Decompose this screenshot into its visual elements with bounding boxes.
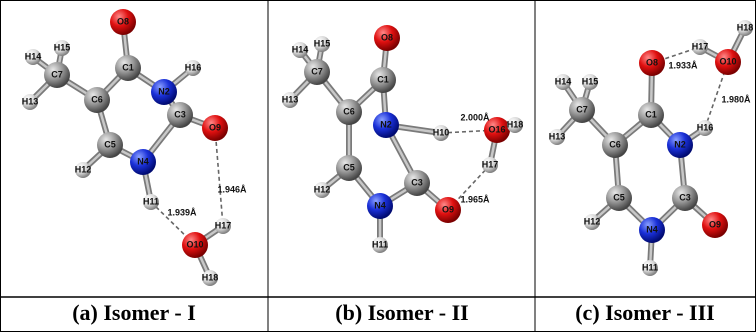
atom-label: H12 — [314, 184, 331, 194]
atom-label: C6 — [343, 106, 355, 116]
atom-label: N4 — [374, 200, 386, 210]
distance-label: 1.933Å — [668, 60, 698, 70]
caption: (b) Isomer - II — [335, 300, 468, 325]
atom-label: H11 — [372, 239, 388, 249]
atom-label: H13 — [22, 96, 39, 106]
atom-label: C1 — [645, 109, 657, 119]
atom-label: H13 — [549, 131, 566, 141]
atom-label: H14 — [555, 76, 572, 86]
distance-label: 1.965Å — [460, 194, 490, 204]
atom-label: H13 — [282, 94, 299, 104]
atom-label: O16 — [488, 124, 505, 134]
atom-label: H15 — [314, 38, 331, 48]
atom-label: C1 — [122, 62, 134, 72]
atom-label: C5 — [343, 162, 355, 172]
atom-label: O9 — [442, 204, 454, 214]
caption: (c) Isomer - III — [575, 300, 715, 325]
atom-label: C7 — [311, 66, 323, 76]
atom-label: H16 — [697, 122, 714, 132]
atom-label: H17 — [482, 159, 499, 169]
atom-label: H15 — [54, 42, 71, 52]
atom-label: H18 — [202, 272, 219, 282]
distance-label: 1.946Å — [217, 184, 247, 194]
atom-label: C7 — [51, 69, 63, 79]
atom-label: O9 — [709, 219, 721, 229]
atom-label: H16 — [185, 62, 202, 72]
atom-label: N2 — [380, 119, 392, 129]
atom-label: O8 — [117, 16, 129, 26]
atom-label: C7 — [576, 104, 588, 114]
atom-label: N4 — [137, 156, 149, 166]
atom-label: N4 — [646, 224, 658, 234]
atom-label: C3 — [679, 192, 691, 202]
distance-label: 2.000Å — [460, 112, 490, 122]
atom-label: O8 — [646, 57, 658, 67]
atom-label: N2 — [158, 86, 170, 96]
atom-label: H12 — [75, 164, 92, 174]
atom-label: H15 — [582, 76, 599, 86]
atom-label: C3 — [174, 109, 186, 119]
atom-label: O10 — [719, 56, 736, 66]
atom-label: H17 — [215, 220, 232, 230]
atom-label: O9 — [209, 122, 221, 132]
atom-label: C6 — [609, 139, 621, 149]
atom-label: H11 — [642, 262, 658, 272]
atom-label: O8 — [381, 32, 393, 42]
atom-label: H18 — [507, 119, 524, 129]
atom-label: C1 — [377, 74, 389, 84]
atom-label: H14 — [292, 44, 309, 54]
atom-label: O10 — [186, 239, 203, 249]
distance-label: 1.980Å — [721, 94, 751, 104]
atom-label: N2 — [674, 139, 686, 149]
atom-label: H10 — [433, 127, 450, 137]
atom-label: C5 — [613, 192, 625, 202]
atom-label: C6 — [91, 94, 103, 104]
atom-label: C3 — [411, 177, 423, 187]
frame — [1, 1, 756, 332]
atom-label: C5 — [104, 139, 116, 149]
figure: O8 C1 H16 H14 H15 C7 C6 N2 H13 C3 C5 O9 H12 N4 H11 H17 O… — [0, 0, 756, 332]
atom-label: H18 — [737, 22, 754, 32]
hydrogen-bond — [215, 128, 223, 226]
atom-label: H14 — [25, 51, 42, 61]
atom-label: H17 — [692, 41, 709, 51]
distance-label: 1.939Å — [167, 207, 197, 217]
caption: (a) Isomer - I — [72, 300, 196, 325]
atom-label: H12 — [584, 216, 601, 226]
atom-label: H11 — [143, 196, 159, 206]
